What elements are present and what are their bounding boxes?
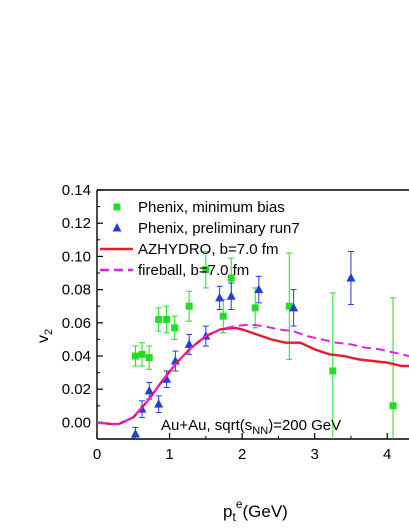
legend-item: AZHYDRO, b=7.0 fm (100, 241, 278, 258)
data-point-square (131, 352, 139, 360)
axes: 0.00 0.02 0.04 0.06 0.08 0.10 0.12 0.14 0 1 2 3 4 (62, 182, 409, 463)
data-point-square (227, 274, 235, 282)
y-tick-label: 0.14 (62, 182, 91, 199)
data-point-triangle (154, 399, 164, 408)
x-axis-label: pte(GeV) (223, 497, 288, 524)
data-point-square (145, 354, 153, 362)
data-point-square (329, 367, 337, 375)
y-axis-label-sub: 2 (43, 329, 55, 335)
y-tick-label: 0.08 (62, 282, 91, 299)
x-tick-label: 0 (93, 446, 101, 463)
y-tick-label: 0.06 (62, 315, 91, 332)
legend-item: fireball, b=7.0 fm (100, 262, 249, 279)
annotation-sub: NN (252, 425, 268, 437)
y-tick-label: 0.04 (62, 348, 91, 365)
data-point-triangle (254, 284, 264, 294)
data-point-square (113, 203, 121, 211)
series-phenix-preliminary-run7 (130, 250, 356, 439)
data-point-triangle (226, 291, 236, 300)
fireball-curve (97, 323, 409, 426)
data-layer (97, 250, 409, 439)
x-tick-label: 1 (165, 446, 173, 463)
y-tick-label: 0.12 (62, 215, 91, 232)
svg-text:v2: v2 (35, 329, 55, 343)
series-phenix-minimum-bias (131, 250, 397, 439)
data-point-triangle (144, 385, 154, 395)
data-point-square (219, 312, 227, 320)
x-axis-label-sup: e (236, 497, 243, 511)
y-tick-label: 0.10 (62, 248, 91, 265)
legend-label: Phenix, minimum bias (138, 199, 285, 216)
x-axis-label-unit: (GeV) (243, 502, 288, 521)
x-tick-label: 3 (311, 446, 319, 463)
data-point-square (185, 302, 193, 310)
data-point-square (155, 315, 163, 323)
legend-label: AZHYDRO, b=7.0 fm (138, 241, 278, 258)
annotation-prefix: Au+Au, sqrt(s (161, 417, 252, 434)
x-tick-label: 4 (383, 446, 391, 463)
y-axis-label-main: v (35, 335, 52, 343)
data-point-triangle (162, 374, 172, 383)
data-point-square (138, 350, 146, 358)
data-point-triangle (130, 429, 140, 438)
legend-item: Phenix, minimum bias (113, 199, 285, 216)
y-axis-label: v2 (35, 329, 55, 343)
annotation: Au+Au, sqrt(sNN)=200 GeV (161, 417, 341, 437)
data-point-triangle (346, 272, 356, 282)
data-point-square (163, 315, 171, 323)
legend-item: Phenix, preliminary run7 (112, 220, 300, 237)
data-point-triangle (112, 223, 122, 232)
data-point-square (389, 402, 397, 410)
legend-label: fireball, b=7.0 fm (138, 262, 249, 279)
series-fireball-b-7-0-fm (97, 323, 409, 426)
data-point-triangle (184, 339, 194, 348)
x-axis-label-sub: t (232, 510, 236, 524)
data-point-square (202, 266, 210, 274)
data-point-triangle (289, 302, 299, 312)
data-point-square (171, 324, 179, 332)
annotation-suffix: )=200 GeV (268, 417, 341, 434)
x-tick-label: 2 (238, 446, 246, 463)
legend-label: Phenix, preliminary run7 (138, 220, 300, 237)
data-point-triangle (215, 292, 225, 302)
x-axis-label-main: p (223, 502, 232, 521)
y-tick-label: 0.02 (62, 381, 91, 398)
legend: Phenix, minimum bias Phenix, preliminary … (100, 199, 300, 279)
data-point-square (285, 302, 293, 310)
y-tick-label: 0.00 (62, 414, 91, 431)
data-point-square (251, 304, 259, 312)
